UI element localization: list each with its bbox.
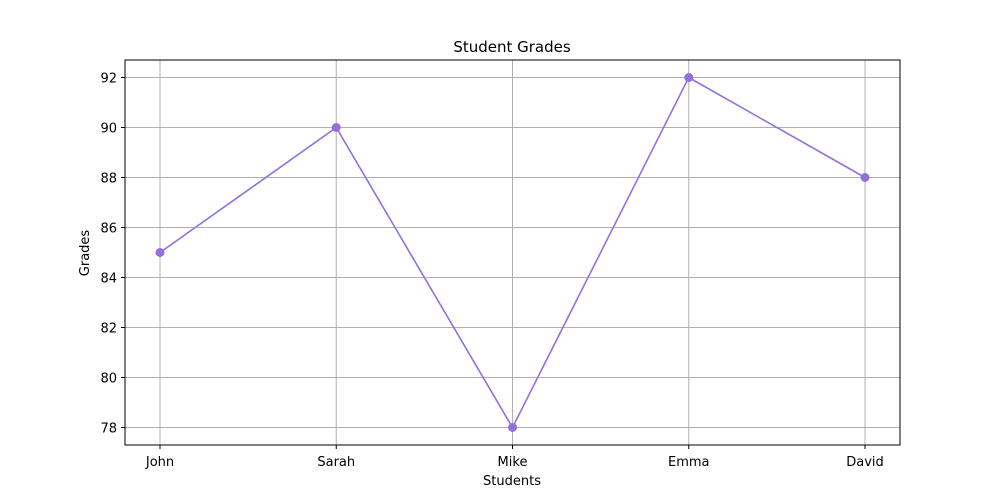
marker-layer (155, 73, 870, 432)
x-tick-label: David (846, 455, 884, 470)
data-point (508, 423, 517, 432)
x-tick-label: Sarah (317, 455, 355, 470)
y-tick-label: 88 (100, 172, 117, 187)
x-tick-label: Mike (498, 455, 528, 470)
y-tick-label: 90 (100, 122, 117, 137)
y-tick-label: 84 (100, 272, 117, 287)
y-tick-label: 78 (100, 422, 117, 437)
y-axis-label: Grades (78, 230, 93, 277)
x-axis: John Sarah Mike Emma David (145, 445, 884, 470)
y-tick-label: 92 (100, 72, 117, 87)
data-point (684, 73, 694, 82)
data-point (860, 173, 870, 182)
y-tick-label: 86 (100, 222, 117, 237)
y-tick-label: 82 (100, 322, 117, 337)
chart-title: Student Grades (453, 38, 571, 56)
x-tick-label: Emma (668, 455, 710, 470)
y-tick-label: 80 (100, 372, 117, 387)
x-tick-label: John (145, 455, 174, 470)
y-axis: 78 80 82 84 86 88 90 92 (100, 72, 125, 437)
data-point (331, 123, 341, 132)
data-point (155, 248, 165, 257)
x-axis-label: Students (483, 474, 541, 489)
